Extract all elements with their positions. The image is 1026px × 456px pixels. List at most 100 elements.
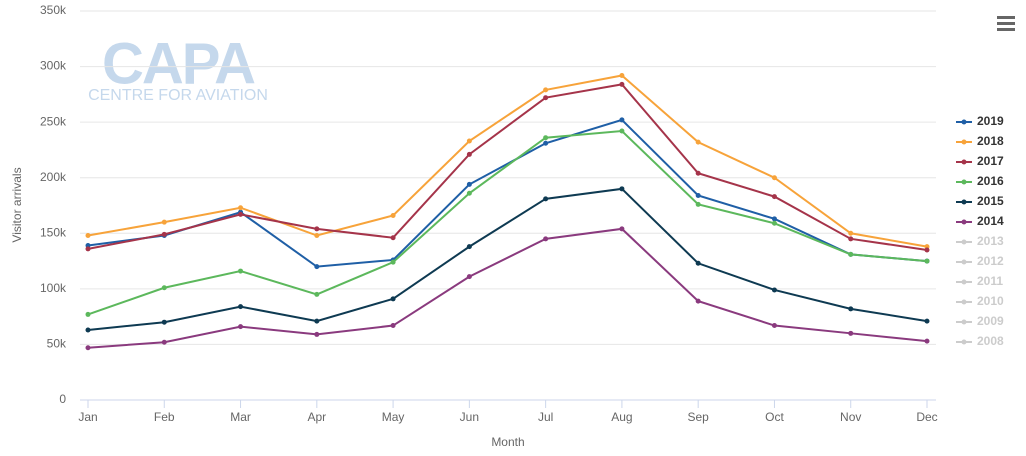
- point: [543, 140, 549, 146]
- point: [466, 244, 472, 250]
- legend-swatch-dot: [961, 319, 967, 325]
- x-axis-title: Month: [491, 435, 524, 449]
- point: [619, 186, 625, 192]
- x-tick-label: Sep: [688, 410, 710, 424]
- point: [314, 318, 320, 324]
- point: [161, 285, 167, 291]
- point: [238, 304, 244, 310]
- point: [695, 260, 701, 266]
- x-tick-label: Dec: [916, 410, 937, 424]
- legend-label: 2019: [977, 114, 1004, 128]
- point: [695, 201, 701, 207]
- point: [314, 264, 320, 270]
- legend-swatch-dot: [961, 299, 967, 305]
- point: [390, 235, 396, 241]
- legend-label: 2008: [977, 334, 1004, 348]
- y-tick-label: 150k: [40, 225, 67, 239]
- legend-swatch-dot: [961, 199, 967, 205]
- point: [848, 230, 854, 236]
- legend-label: 2010: [977, 294, 1004, 308]
- point: [314, 291, 320, 297]
- legend-swatch-dot: [961, 119, 967, 125]
- menu-bar: [997, 28, 1015, 31]
- legend-label: 2012: [977, 254, 1004, 268]
- x-tick-label: Nov: [840, 410, 861, 424]
- point: [85, 233, 91, 239]
- y-tick-label: 350k: [40, 3, 67, 17]
- point: [695, 298, 701, 304]
- point: [161, 319, 167, 325]
- point: [695, 192, 701, 198]
- point: [161, 219, 167, 225]
- point: [238, 324, 244, 330]
- point: [924, 338, 930, 344]
- point: [85, 246, 91, 252]
- legend-item[interactable]: 2017: [956, 154, 1004, 168]
- legend-item[interactable]: 2009: [956, 314, 1004, 328]
- legend-item[interactable]: 2008: [956, 334, 1004, 348]
- x-tick-label: Aug: [611, 410, 632, 424]
- point: [466, 274, 472, 280]
- point: [543, 95, 549, 101]
- point: [848, 330, 854, 336]
- point: [619, 226, 625, 232]
- x-tick-label: Jan: [78, 410, 97, 424]
- series-line: [87, 227, 928, 349]
- x-tick-label: Jul: [538, 410, 553, 424]
- point: [314, 331, 320, 337]
- point: [619, 128, 625, 134]
- point: [695, 170, 701, 176]
- legend-item[interactable]: 2015: [956, 194, 1004, 208]
- legend-item[interactable]: 2011: [956, 274, 1003, 288]
- point: [161, 339, 167, 345]
- y-tick-label: 300k: [40, 59, 67, 73]
- series-line: [87, 74, 928, 248]
- legend-item[interactable]: 2016: [956, 174, 1004, 188]
- point: [848, 306, 854, 312]
- legend-label: 2017: [977, 154, 1004, 168]
- legend-label: 2014: [977, 214, 1004, 228]
- point: [238, 211, 244, 217]
- legend-item[interactable]: 2013: [956, 234, 1004, 248]
- point: [466, 181, 472, 187]
- series-line: [87, 83, 928, 251]
- y-tick-label: 0: [59, 392, 66, 406]
- y-tick-label: 250k: [40, 114, 67, 128]
- point: [619, 117, 625, 123]
- watermark-subtitle: CENTRE FOR AVIATION: [88, 87, 268, 104]
- point: [543, 196, 549, 202]
- point: [543, 135, 549, 141]
- watermark-title: CAPA: [102, 31, 255, 96]
- series-line: [87, 187, 928, 331]
- point: [543, 236, 549, 242]
- legend-swatch-dot: [961, 179, 967, 185]
- x-tick-label: Mar: [230, 410, 251, 424]
- point: [85, 345, 91, 351]
- x-tick-label: May: [382, 410, 405, 424]
- legend-swatch-dot: [961, 239, 967, 245]
- point: [619, 81, 625, 87]
- legend-swatch-dot: [961, 139, 967, 145]
- menu-button[interactable]: [997, 16, 1015, 31]
- legend-label: 2018: [977, 134, 1004, 148]
- legend-item[interactable]: 2014: [956, 214, 1004, 228]
- y-tick-label: 50k: [47, 337, 67, 351]
- point: [771, 220, 777, 226]
- x-tick-label: Apr: [307, 410, 326, 424]
- legend-label: 2016: [977, 174, 1004, 188]
- point: [390, 259, 396, 265]
- point: [771, 287, 777, 293]
- legend-item[interactable]: 2010: [956, 294, 1004, 308]
- legend-item[interactable]: 2018: [956, 134, 1004, 148]
- x-tick-label: Feb: [154, 410, 175, 424]
- point: [619, 72, 625, 78]
- point: [695, 139, 701, 145]
- point: [314, 233, 320, 239]
- y-tick-label: 100k: [40, 281, 67, 295]
- legend-swatch-dot: [961, 279, 967, 285]
- legend-item[interactable]: 2012: [956, 254, 1004, 268]
- legend-item[interactable]: 2019: [956, 114, 1004, 128]
- y-tick-label: 200k: [40, 170, 67, 184]
- point: [771, 175, 777, 181]
- x-tick-label: Jun: [460, 410, 479, 424]
